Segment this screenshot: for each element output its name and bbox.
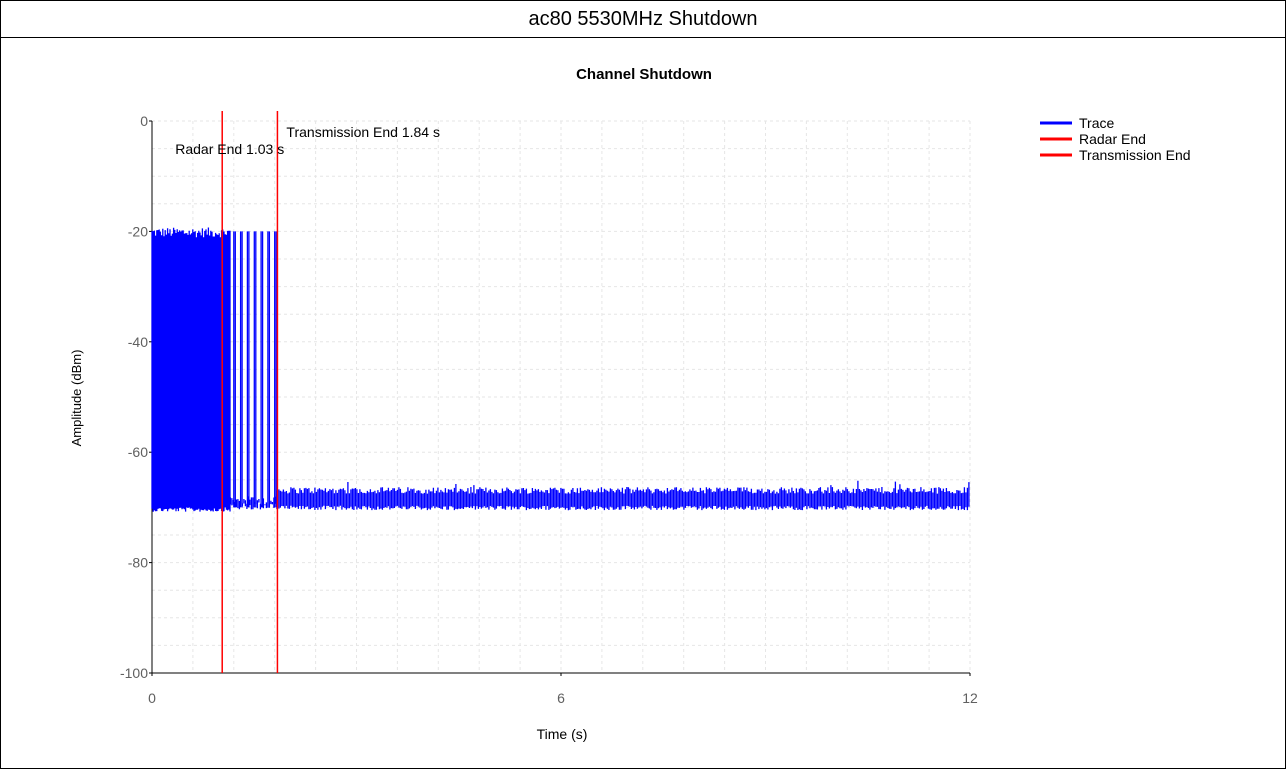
trace-series (151, 227, 970, 512)
trace-line (151, 227, 970, 512)
grid-lines (152, 120, 971, 673)
y-tick-label: 0 (140, 113, 148, 129)
radar-end-annotation: Radar End 1.03 s (175, 141, 284, 157)
y-tick-label: -40 (128, 334, 148, 350)
page-header-title: ac80 5530MHz Shutdown (1, 1, 1285, 38)
x-axis-label: Time (s) (537, 726, 588, 742)
transmission-end-annotation: Transmission End 1.84 s (286, 124, 440, 140)
x-tick-label: 0 (148, 690, 156, 706)
y-axis-label: Amplitude (dBm) (69, 350, 84, 447)
legend-entry: Radar End (1079, 131, 1146, 147)
legend-entry: Transmission End (1079, 147, 1191, 163)
legend-entry: Trace (1079, 115, 1114, 131)
x-tick-label: 12 (962, 690, 978, 706)
y-tick-label: -100 (120, 665, 148, 681)
x-tick-label: 6 (557, 690, 565, 706)
chart-title: Channel Shutdown (576, 66, 712, 83)
y-tick-label: -20 (128, 223, 148, 239)
y-tick-label: -80 (128, 555, 148, 571)
y-tick-label: -60 (128, 444, 148, 460)
